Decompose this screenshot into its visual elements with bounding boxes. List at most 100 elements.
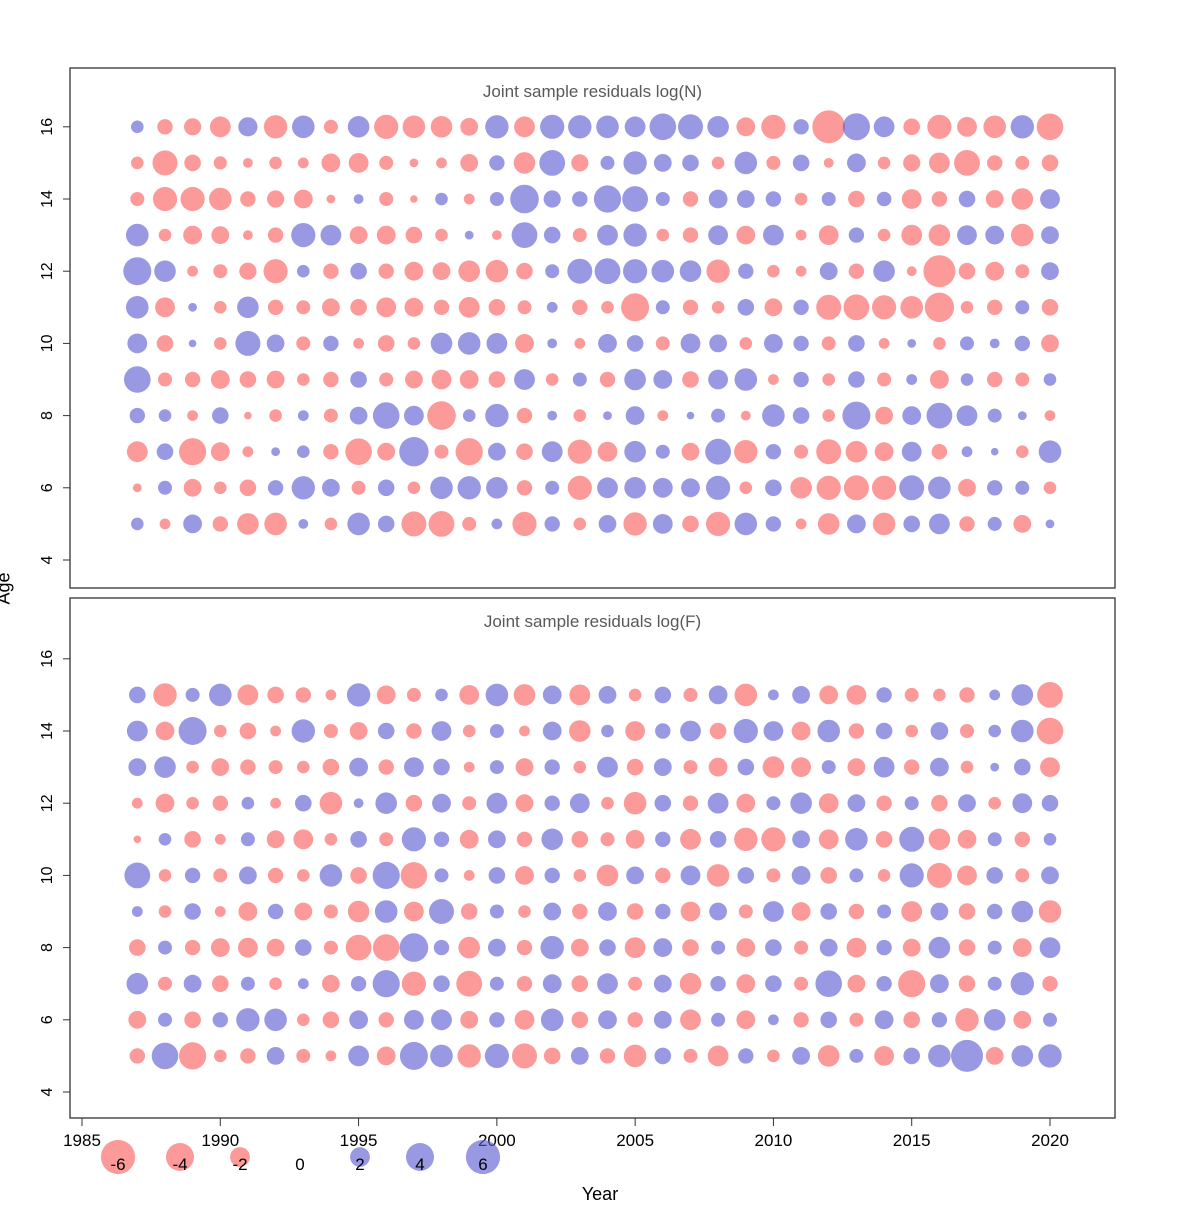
bubble [1044, 410, 1056, 421]
bubble [488, 938, 506, 957]
bubble [291, 223, 316, 248]
bubble [957, 116, 977, 137]
bubble [793, 299, 809, 315]
bubble [791, 757, 811, 777]
bubble [1043, 373, 1057, 386]
bubble [876, 191, 892, 207]
bubble [822, 409, 835, 422]
bubble [321, 153, 341, 173]
bubble [958, 794, 976, 813]
bubble [178, 717, 207, 745]
bubble [346, 683, 371, 707]
y-tick-label: 14 [39, 722, 56, 740]
bubble [485, 403, 509, 428]
bubble [326, 194, 336, 204]
bubble [1011, 684, 1034, 706]
bubble [571, 975, 589, 992]
bubble [655, 723, 671, 739]
bubble [347, 116, 370, 138]
bubble [902, 938, 921, 957]
bubble [791, 902, 811, 921]
bubble [212, 407, 229, 424]
bubble [902, 406, 922, 425]
bubble [240, 759, 256, 775]
bubble [791, 866, 811, 885]
bubble [322, 974, 340, 993]
bubble [680, 865, 701, 886]
bubble [734, 151, 758, 175]
y-tick-label: 8 [39, 411, 56, 420]
bubble [350, 299, 367, 316]
bubble [123, 257, 152, 286]
bubble [842, 113, 871, 141]
bubble [819, 262, 838, 281]
bubble [678, 114, 703, 140]
bubble [514, 1009, 535, 1030]
bubble [347, 512, 370, 536]
bubble [794, 444, 809, 459]
bubble [124, 366, 151, 393]
bubble [766, 796, 781, 811]
bubble [907, 339, 917, 348]
bubble [767, 1049, 780, 1063]
bubble [738, 904, 753, 919]
bubble [510, 184, 539, 214]
bubble [990, 762, 1000, 772]
bubble [820, 867, 837, 884]
bubble [819, 685, 839, 705]
bubble [267, 227, 284, 243]
bubble [930, 974, 949, 994]
y-axis-label: Age [0, 572, 14, 605]
bubble [129, 939, 146, 956]
bubble [739, 337, 753, 350]
bubble [350, 831, 367, 848]
bubble [457, 1044, 481, 1068]
bubble [711, 940, 726, 955]
bubble [158, 1012, 172, 1027]
bubble [542, 685, 562, 705]
bubble [680, 901, 701, 922]
bubble [736, 793, 756, 813]
bubble [682, 227, 699, 243]
bubble [126, 441, 148, 463]
bubble [736, 1010, 756, 1030]
bubble [901, 441, 922, 462]
bubble [960, 301, 974, 314]
bubble [682, 795, 699, 811]
bubble [399, 437, 429, 467]
bubble [517, 300, 532, 315]
bubble [211, 226, 230, 245]
bubble [987, 903, 1003, 920]
bubble [462, 516, 477, 531]
bubble [957, 829, 977, 849]
bubble [433, 939, 450, 956]
bubble [680, 1009, 701, 1031]
bubble [377, 479, 395, 497]
bubble [708, 189, 728, 209]
bubble [379, 155, 394, 170]
bubble [211, 758, 230, 776]
bubble [958, 903, 976, 920]
bubble [158, 833, 172, 846]
bubble [1041, 866, 1059, 885]
bubble [489, 904, 504, 919]
bubble [959, 516, 975, 532]
bubble [379, 372, 394, 387]
bubble [214, 724, 227, 738]
bubble [1037, 682, 1063, 708]
bubble [544, 759, 560, 775]
bubble [682, 939, 699, 956]
bubble [653, 1010, 672, 1029]
bubble [624, 440, 646, 463]
bubble [542, 721, 562, 741]
bubble [1040, 757, 1060, 777]
bubble [766, 868, 781, 883]
bubble [433, 299, 450, 315]
bubble [593, 185, 622, 213]
bubble [406, 723, 422, 739]
bubble [488, 299, 506, 316]
bubble [266, 334, 285, 353]
bubble [374, 900, 398, 923]
bubble [899, 863, 924, 888]
bubble [129, 407, 145, 424]
